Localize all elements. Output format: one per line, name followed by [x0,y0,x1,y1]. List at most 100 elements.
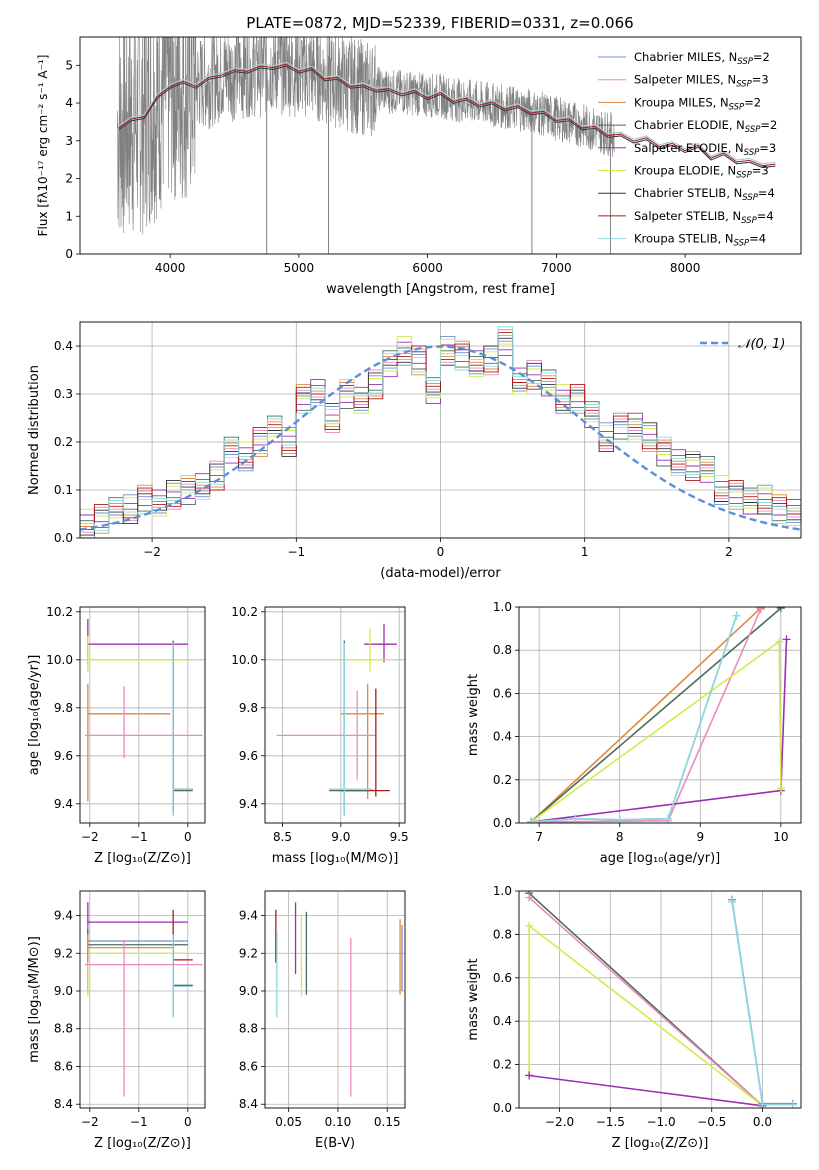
weight-marker [664,814,673,823]
x-tick-label: 7 [535,830,543,844]
x-tick-label: 0 [184,830,192,844]
y-tick-label: 9.4 [239,797,258,811]
x-tick-label: 9 [696,830,704,844]
y-tick-label: 0.8 [493,643,512,657]
x-tick-label: 8.5 [273,830,292,844]
y-axis-label: Normed distribution [27,365,42,495]
weight-marker [571,814,580,823]
y-tick-label: 0.0 [493,1101,512,1115]
y-tick-label: 0.4 [493,1014,512,1028]
weight-marker [527,817,536,823]
x-tick-label: 6000 [412,261,443,275]
y-tick-label: 9.0 [54,984,73,998]
axes-frame [79,321,802,539]
axes-frame [264,890,406,1109]
histogram-step [80,326,801,531]
x-tick-label: 8 [616,830,624,844]
x-axis-label: E(B-V) [315,1136,355,1151]
y-tick-label: 9.8 [239,701,258,715]
x-tick-label: 0.10 [325,1115,352,1129]
y-tick-label: 8.8 [239,1022,258,1036]
legend-entry: Chabrier STELIB, NSSP=4 [634,186,775,203]
model-fit-line [118,65,776,169]
legend-spectrum: Chabrier MILES, NSSP=2 Salpeter MILES, NS… [598,50,777,249]
y-tick-label: 10.2 [231,605,258,619]
plot-area-age-vs-Z [80,607,205,823]
x-tick-label: −0.5 [697,1115,726,1129]
weight-line [528,924,763,1107]
y-tick-label: 0.6 [493,971,512,985]
y-tick-label: 9.0 [239,984,258,998]
y-axis-label: mass weight [466,958,481,1040]
y-tick-label: 9.6 [54,749,73,763]
y-tick-label: 10.0 [46,653,73,667]
y-tick-label: 4 [65,96,73,110]
legend-residuals: 𝒩(0, 1) [700,337,785,352]
y-tick-label: 8.8 [54,1022,73,1036]
weight-line [530,607,782,823]
axes-weight-vs-age: 7 8 9 10 0.0 0.2 0.4 0.6 0.8 1.0 age [log₁₀(age/yr… [466,600,802,866]
x-tick-label: −2.0 [545,1115,574,1129]
weight-marker [525,893,534,902]
y-tick-label: 9.6 [239,749,258,763]
y-tick-label: 0.0 [54,531,73,545]
plot-area-age-vs-mass [265,607,405,823]
y-tick-label: 0.4 [493,730,512,744]
y-tick-label: 1.0 [493,600,512,614]
axes-frame [518,890,802,1109]
y-axis-label: Flux [fλ10⁻¹⁷ erg cm⁻² s⁻¹ A⁻¹] [36,55,50,237]
y-tick-label: 0 [65,247,73,261]
x-tick-label: 0.05 [275,1115,302,1129]
y-tick-label: 1 [65,209,73,223]
y-tick-label: 0.4 [54,339,73,353]
y-tick-label: 8.4 [239,1097,258,1111]
y-axis-label: age [log₁₀(age/yr)] [27,655,42,776]
y-tick-label: 0.3 [54,387,73,401]
x-tick-label: 8000 [670,261,701,275]
weight-marker [776,607,785,613]
y-tick-label: 9.2 [54,946,73,960]
model-fit-line [118,63,776,167]
legend-entry: Salpeter STELIB, NSSP=4 [634,209,774,226]
y-tick-label: 9.4 [54,909,73,923]
y-tick-label: 0.0 [493,816,512,830]
weight-marker [782,635,791,644]
legend-entry: Chabrier ELODIE, NSSP=2 [634,118,777,135]
x-tick-label: 7000 [541,261,572,275]
x-axis-label: Z [log₁₀(Z/Z⊙)] [612,1136,709,1151]
weight-marker [728,897,737,906]
plot-area-residuals [80,322,801,538]
x-axis-label: age [log₁₀(age/yr)] [600,851,721,866]
y-tick-label: 0.2 [493,773,512,787]
axes-mass-vs-ebv: 0.05 0.10 0.15 8.4 8.6 8.8 9.0 9.2 9.4 E(B-V) [239,890,406,1151]
y-tick-label: 8.6 [239,1059,258,1073]
y-tick-label: 5 [65,58,73,72]
x-axis-label: Z [log₁₀(Z/Z⊙)] [94,851,191,866]
plot-area-mass-vs-ebv [265,891,405,1108]
plot-area-spectrum [117,37,776,254]
x-tick-label: 4000 [155,261,186,275]
y-axis-label: mass weight [466,674,481,756]
y-tick-label: 10.2 [46,605,73,619]
axes-frame [79,606,206,824]
x-tick-label: 0.15 [374,1115,401,1129]
legend-entry: 𝒩(0, 1) [738,337,785,352]
legend-entry: Chabrier MILES, NSSP=2 [634,50,770,67]
y-tick-label: 9.4 [54,797,73,811]
axes-frame [518,606,802,824]
x-axis-label: Z [log₁₀(Z/Z⊙)] [94,1136,191,1151]
x-tick-label: 9.5 [390,830,409,844]
plot-area-mass-vs-Z [80,891,205,1108]
axes-frame [79,890,206,1109]
weight-line [528,896,764,1107]
x-tick-label: −2 [143,545,161,559]
axes-age-vs-Z: −2 −1 0 9.4 9.6 9.8 10.0 10.2 Z [log₁₀(Z/Z⊙)] age… [27,605,206,866]
axes-age-vs-mass: 8.5 9.0 9.5 9.4 9.6 9.8 10.0 10.2 mass [log₁₀(M/… [231,605,408,866]
weight-marker [756,607,765,614]
legend-entry: Kroupa MILES, NSSP=2 [634,95,761,112]
x-tick-label: 10 [773,830,788,844]
model-fit-line [118,61,776,165]
weight-line [528,1074,763,1107]
y-tick-label: 9.8 [54,701,73,715]
